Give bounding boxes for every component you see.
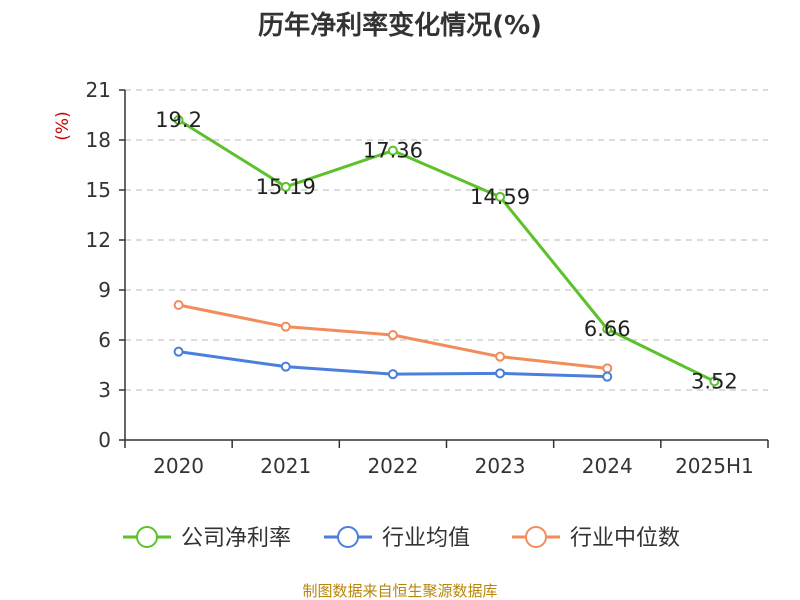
data-label: 14.59 [470, 185, 530, 209]
data-label: 19.2 [155, 108, 202, 132]
y-tick-label: 3 [98, 378, 111, 402]
y-tick-label: 12 [86, 228, 111, 252]
data-point [709, 376, 720, 387]
x-tick-label: 2024 [582, 454, 633, 478]
data-label: 6.66 [584, 317, 631, 341]
data-point [280, 321, 291, 332]
data-point [387, 330, 398, 340]
x-tick-label: 2021 [260, 454, 311, 478]
axis-layer: 0 3 6 9 12 15 18 21 2020 2021 2022 2023 2024 2025H1 [86, 78, 769, 478]
data-point [495, 368, 506, 379]
legend-swatch-marker [525, 526, 547, 548]
legend-label: 行业均值 [382, 526, 470, 551]
data-label: 15.19 [256, 175, 316, 199]
y-tick-label: 9 [98, 278, 111, 302]
legend-label: 行业中位数 [570, 526, 680, 551]
y-tick-label: 18 [86, 128, 111, 152]
data-point [387, 145, 398, 156]
data-point [602, 371, 613, 382]
source-note: 制图数据来自恒生聚源数据库 [302, 582, 497, 600]
legend-swatch-marker [136, 526, 158, 548]
x-tick-label: 2025H1 [675, 454, 754, 478]
x-tick-label: 2020 [153, 454, 204, 478]
data-point [387, 369, 398, 380]
data-point [173, 115, 184, 125]
x-tick-label: 2022 [367, 454, 418, 478]
data-label: 17.36 [363, 139, 423, 163]
legend-label: 公司净利率 [181, 526, 291, 551]
data-point [280, 181, 291, 192]
data-point [602, 363, 613, 374]
grid-layer [125, 89, 768, 391]
y-tick-label: 21 [86, 78, 111, 102]
data-label-layer: 19.2 15.19 17.36 14.59 6.66 3.52 [155, 108, 738, 393]
y-tick-label: 6 [98, 328, 111, 352]
chart-title: 历年净利率变化情况(%) [258, 10, 542, 41]
series-line [177, 118, 716, 383]
legend-swatch-marker [337, 526, 359, 548]
data-point [173, 346, 184, 357]
series-layer [173, 115, 720, 387]
data-point [280, 361, 291, 372]
y-tick-label: 0 [98, 428, 111, 452]
legend: 公司净利率 行业均值 行业中位数 [123, 526, 680, 551]
data-point [602, 324, 613, 334]
y-tick-label: 15 [86, 178, 111, 202]
data-point [495, 351, 506, 362]
legend-item: 行业均值 [324, 526, 470, 551]
legend-item: 公司净利率 [123, 526, 291, 551]
data-point [173, 300, 184, 310]
data-point [495, 191, 506, 202]
legend-item: 行业中位数 [512, 526, 680, 551]
data-label: 3.52 [691, 369, 738, 393]
x-tick-label: 2023 [475, 454, 526, 478]
y-axis-unit: (%) [53, 111, 73, 140]
